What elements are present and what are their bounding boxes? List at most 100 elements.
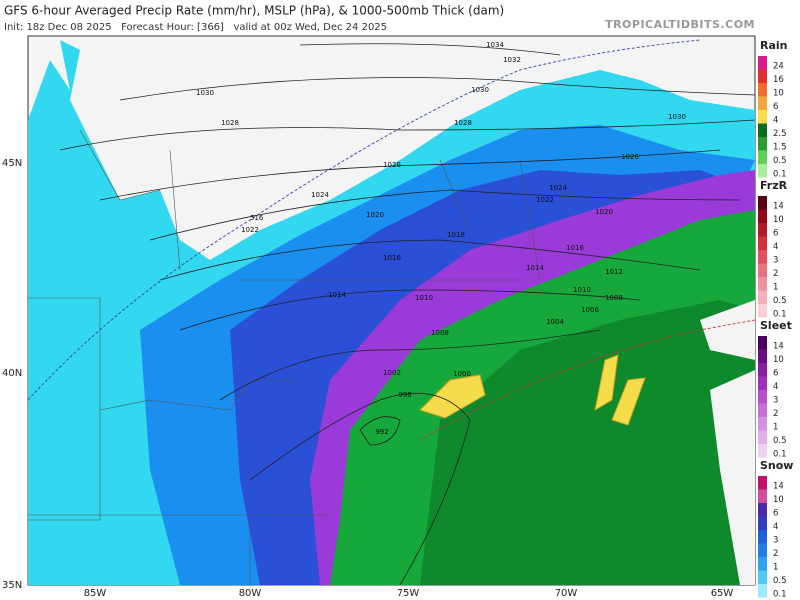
isobar-label: 1026	[621, 153, 639, 161]
legend-label: 14	[773, 341, 784, 351]
legend-swatch	[758, 489, 767, 503]
thickness-label: 516	[250, 214, 264, 222]
legend-label: 10	[773, 495, 784, 505]
legend-swatch	[758, 263, 767, 277]
legend-label: 2	[773, 409, 778, 419]
legend-label: 0.1	[773, 309, 787, 319]
legend-swatch	[758, 336, 767, 350]
isobar-label: 1010	[415, 294, 433, 302]
isobar-label: 1014	[328, 291, 346, 299]
legend-swatch	[758, 403, 767, 417]
legend-swatch	[758, 56, 767, 70]
isobar-label: 1030	[471, 86, 489, 94]
source: TROPICALTIDBITS.COM	[605, 18, 755, 31]
legend-title: Sleet	[760, 319, 792, 332]
legend-label: 6	[773, 368, 778, 378]
legend-title: Snow	[760, 459, 793, 472]
legend-label: 4	[773, 115, 778, 125]
isobar-label: 1034	[486, 41, 504, 49]
isobar-label: 1024	[549, 184, 567, 192]
legend-swatch	[758, 96, 767, 110]
legend-swatch	[758, 557, 767, 571]
legend-swatch	[758, 150, 767, 164]
legend-swatch	[758, 83, 767, 97]
legend-label: 4	[773, 382, 778, 392]
map	[27, 35, 756, 586]
lon-label: 80W	[239, 588, 262, 599]
legend-label: 0.5	[773, 296, 787, 306]
legend-swatch	[758, 196, 767, 210]
legend-label: 6	[773, 102, 778, 112]
legend-swatch	[758, 376, 767, 390]
legend-swatch	[758, 543, 767, 557]
isobar-label: 1020	[595, 208, 613, 216]
legend-swatch	[758, 417, 767, 431]
legend-label: 4	[773, 242, 778, 252]
legend-swatch	[758, 277, 767, 291]
legend-title: Rain	[760, 39, 788, 52]
legend-label: 1	[773, 282, 778, 292]
isobar-label: 1022	[241, 226, 259, 234]
legend-label: 3	[773, 535, 778, 545]
isobar-label: 1006	[581, 306, 599, 314]
legend-swatch	[758, 69, 767, 83]
legend-swatch	[758, 164, 767, 178]
legend-label: 14	[773, 201, 784, 211]
legend-label: 1.5	[773, 142, 787, 152]
legend-label: 10	[773, 88, 784, 98]
lon-label: 85W	[84, 588, 107, 599]
legend-swatch	[758, 476, 767, 490]
isobar-label: 1010	[573, 286, 591, 294]
legend-swatch	[758, 209, 767, 223]
lat-label: 35N	[2, 580, 22, 591]
legend-label: 2.5	[773, 129, 787, 139]
lat-label: 45N	[2, 158, 22, 169]
isobar-label: 1018	[447, 231, 465, 239]
title: GFS 6-hour Averaged Precip Rate (mm/hr),…	[4, 4, 504, 18]
legend-swatch	[758, 503, 767, 517]
legend-label: 6	[773, 508, 778, 518]
legend-swatch	[758, 444, 767, 458]
legend-swatch	[758, 349, 767, 363]
isobar-label: 998	[398, 391, 411, 399]
legend-swatch	[758, 304, 767, 318]
isobar-label: 1004	[546, 318, 564, 326]
isobar-label: 1032	[503, 56, 521, 64]
legend-swatch	[758, 516, 767, 530]
legend-swatch	[758, 570, 767, 584]
isobar-label: 1014	[526, 264, 544, 272]
isobar-label: 1030	[668, 113, 686, 121]
legend-label: 0.1	[773, 449, 787, 459]
isobar-label: 1016	[383, 254, 401, 262]
legend-label: 10	[773, 355, 784, 365]
lon-label: 65W	[711, 588, 734, 599]
legend-swatch	[758, 430, 767, 444]
legend-title: FrzR	[760, 179, 788, 192]
isobar-label: 1016	[566, 244, 584, 252]
legend-label: 2	[773, 549, 778, 559]
isobar-label: 1030	[196, 89, 214, 97]
borders	[28, 129, 541, 585]
legend-swatch	[758, 390, 767, 404]
legend-label: 0.5	[773, 156, 787, 166]
legend-swatch	[758, 110, 767, 124]
legend-swatch	[758, 584, 767, 598]
legend-swatch	[758, 123, 767, 137]
legend-label: 24	[773, 61, 784, 71]
isobar-label: 1002	[383, 369, 401, 377]
isobar-label: 1028	[221, 119, 239, 127]
lat-label: 40N	[2, 368, 22, 379]
isobar-label: 992	[375, 428, 388, 436]
legend-label: 6	[773, 228, 778, 238]
legend-swatch	[758, 363, 767, 377]
legend-label: 0.5	[773, 436, 787, 446]
subtitle: Init: 18z Dec 08 2025 Forecast Hour: [36…	[4, 22, 387, 33]
isobar-label: 1026	[383, 161, 401, 169]
legend-label: 14	[773, 481, 784, 491]
isobar-label: 1022	[536, 196, 554, 204]
legend-swatch	[758, 137, 767, 151]
legend-label: 0.1	[773, 589, 787, 599]
legend-label: 4	[773, 522, 778, 532]
isobars	[28, 39, 755, 585]
